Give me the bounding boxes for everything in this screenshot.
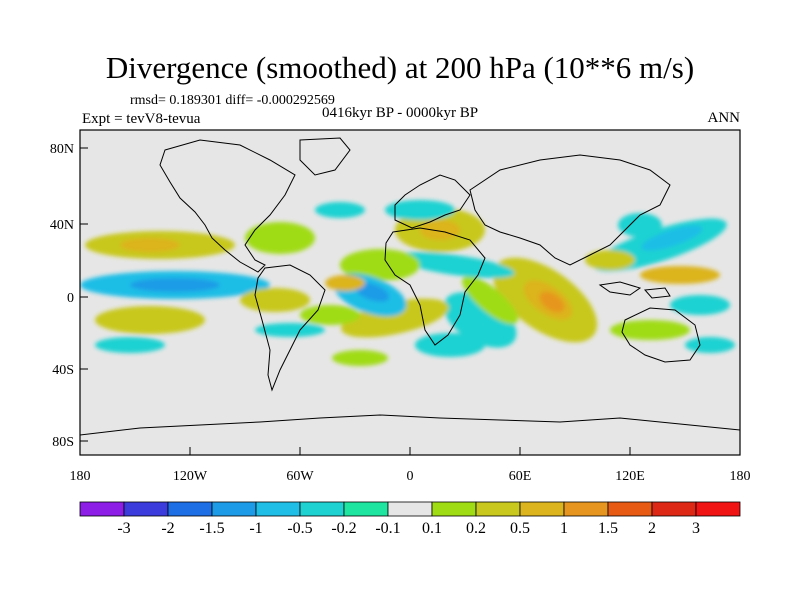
lon-tick-label: 180: [70, 469, 91, 484]
lat-tick-label: 80S: [52, 435, 74, 450]
colorbar-label: 0.2: [466, 520, 486, 537]
longitude-axis: 180 120W 60W 0 60E 120E 180: [70, 447, 751, 484]
lon-tick-label: 60W: [286, 469, 314, 484]
divergence-field: [80, 200, 735, 366]
colorbar-label: 1.5: [598, 520, 618, 537]
lon-tick-label: 180: [730, 469, 751, 484]
stats-text: rmsd= 0.189301 diff= -0.000292569: [130, 93, 335, 108]
colorbar-label: -1: [249, 520, 262, 537]
latitude-axis: 80N 40N 0 40S 80S: [50, 142, 88, 450]
experiment-label: Expt = tevV8-tevua: [82, 111, 201, 127]
colorbar-label: -3: [117, 520, 130, 537]
colorbar-swatch: [387, 501, 433, 517]
season-label: ANN: [707, 110, 741, 126]
colorbar-label: 0.5: [510, 520, 530, 537]
colorbar-swatch: [475, 501, 521, 517]
colorbar-swatch: [695, 501, 741, 517]
colorbar-label: 0.1: [422, 520, 442, 537]
lat-tick-label: 40S: [52, 363, 74, 378]
colorbar-swatch: [563, 501, 609, 517]
colorbar-swatch: [651, 501, 697, 517]
chart-title: Divergence (smoothed) at 200 hPa (10**6 …: [105, 50, 695, 85]
lon-tick-label: 60E: [509, 469, 532, 484]
colorbar-swatch: [519, 501, 565, 517]
lat-tick-label: 40N: [50, 218, 74, 233]
colorbar-swatch: [255, 501, 301, 517]
colorbar-swatch: [431, 501, 477, 517]
lon-tick-label: 0: [407, 469, 414, 484]
colorbar-swatch: [607, 501, 653, 517]
coastlines: [80, 137, 740, 436]
colorbar-swatch: [167, 501, 213, 517]
colorbar-label: 3: [692, 520, 700, 537]
colorbar-label: -0.5: [287, 520, 312, 537]
lat-tick-label: 0: [67, 291, 74, 306]
colorbar-label: 1: [560, 520, 568, 537]
colorbar: -3 -2 -1.5 -1 -0.5 -0.2 -0.1 0.1 0.2 0.5 1 1.5 2 3: [79, 501, 741, 537]
colorbar-swatch: [123, 501, 169, 517]
lon-tick-label: 120E: [615, 469, 645, 484]
lon-tick-label: 120W: [173, 469, 208, 484]
colorbar-label: -0.1: [375, 520, 400, 537]
colorbar-label: -2: [161, 520, 174, 537]
colorbar-label: 2: [648, 520, 656, 537]
period-label: 0416kyr BP - 0000kyr BP: [322, 105, 479, 121]
lat-tick-label: 80N: [50, 142, 74, 157]
colorbar-swatch: [343, 501, 389, 517]
colorbar-swatch: [299, 501, 345, 517]
colorbar-label: -0.2: [331, 520, 356, 537]
colorbar-swatch: [211, 501, 257, 517]
colorbar-label: -1.5: [199, 520, 224, 537]
colorbar-swatch: [79, 501, 125, 517]
